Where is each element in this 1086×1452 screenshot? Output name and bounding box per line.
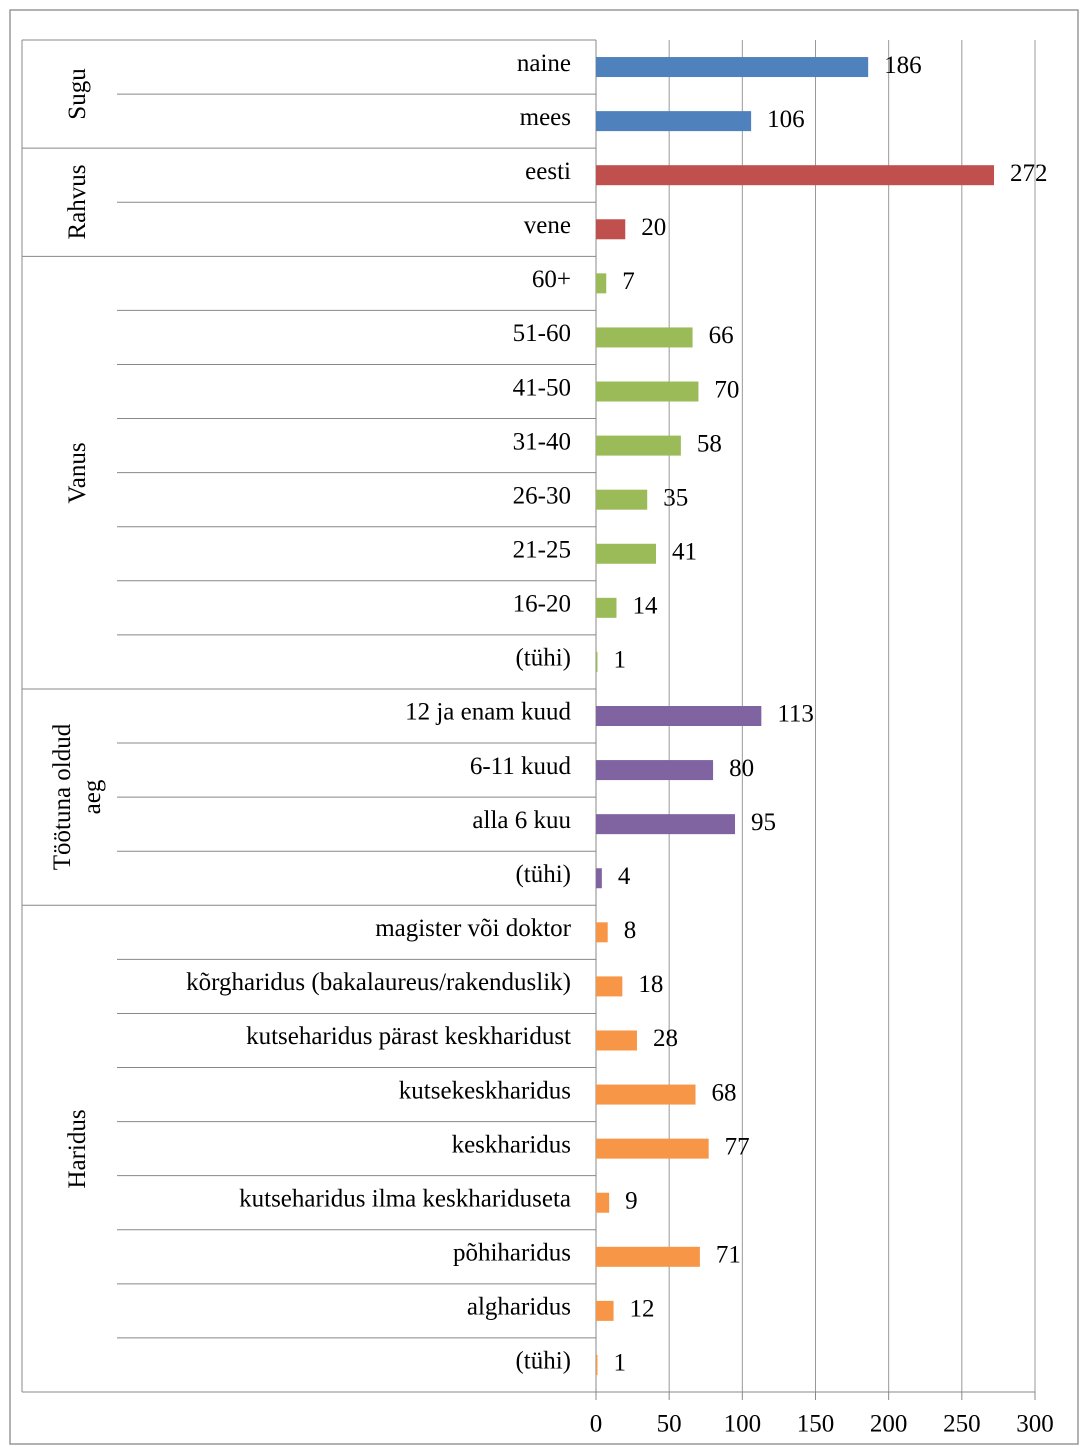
value-label: 113	[777, 701, 814, 728]
group-label: Haridus	[63, 1109, 91, 1189]
value-label: 71	[716, 1242, 741, 1269]
group-label: Rahvus	[63, 164, 91, 240]
bar	[596, 1354, 598, 1375]
value-label: 35	[663, 484, 688, 511]
category-label: 16-20	[513, 591, 571, 618]
bar	[596, 219, 626, 240]
bar	[596, 111, 752, 132]
group-label: Töötuna oldud aeg	[48, 723, 106, 871]
category-label: kutseharidus pärast keskharidust	[246, 1023, 571, 1050]
category-label: 12 ja enam kuud	[405, 699, 571, 726]
category-label: 41-50	[513, 374, 571, 401]
value-label: 66	[709, 322, 734, 349]
x-tick-label: 0	[590, 1411, 603, 1438]
category-label: naine	[517, 50, 571, 77]
value-label: 106	[767, 106, 805, 133]
bar	[596, 976, 623, 997]
value-label: 18	[638, 971, 663, 998]
bar	[596, 489, 648, 510]
value-label: 12	[630, 1296, 655, 1323]
category-label: 60+	[532, 266, 571, 293]
category-label: 51-60	[513, 320, 571, 347]
bar	[596, 651, 598, 672]
category-label: 6-11 kuud	[470, 753, 572, 780]
bar	[596, 543, 656, 564]
value-label: 28	[653, 1025, 678, 1052]
value-label: 4	[618, 863, 631, 890]
x-tick-label: 200	[870, 1411, 908, 1438]
value-label: 41	[672, 538, 697, 565]
value-label: 58	[697, 430, 722, 457]
bar	[596, 435, 681, 456]
x-tick-label: 250	[943, 1411, 981, 1438]
bar	[596, 1138, 709, 1159]
bar	[596, 1030, 637, 1051]
bar	[596, 597, 617, 618]
bar	[596, 706, 762, 726]
category-label: mees	[520, 104, 571, 131]
value-label: 1	[613, 647, 626, 674]
category-label: (tühi)	[515, 645, 571, 672]
bar	[596, 57, 869, 78]
value-label: 77	[725, 1133, 750, 1160]
bar	[596, 327, 693, 348]
bar	[596, 814, 736, 835]
bar	[596, 165, 995, 186]
value-label: 9	[625, 1187, 638, 1214]
value-label: 95	[751, 809, 776, 836]
x-tick-label: 300	[1016, 1411, 1054, 1438]
x-tick-label: 150	[797, 1411, 835, 1438]
category-label: (tühi)	[515, 861, 571, 888]
bar	[596, 868, 602, 889]
category-label: algharidus	[467, 1294, 571, 1321]
category-label: (tühi)	[515, 1348, 571, 1375]
value-label: 272	[1010, 160, 1047, 187]
category-label: 26-30	[513, 482, 571, 509]
group-label: Vanus	[63, 442, 91, 504]
value-label: 1	[613, 1350, 626, 1377]
value-label: 8	[624, 917, 637, 944]
category-label: põhiharidus	[453, 1240, 571, 1267]
value-label: 70	[714, 376, 739, 403]
bar	[596, 1084, 696, 1105]
value-label: 20	[641, 214, 666, 241]
category-label: 21-25	[513, 536, 571, 563]
value-label: 7	[622, 268, 635, 295]
category-label: alla 6 kuu	[472, 807, 571, 834]
category-label: magister või doktor	[375, 915, 571, 942]
category-label: kõrgharidus (bakalaureus/rakenduslik)	[186, 969, 571, 996]
category-label: vene	[524, 212, 571, 239]
value-label: 80	[729, 755, 754, 782]
category-label: eesti	[525, 158, 571, 185]
category-label: keskharidus	[452, 1131, 571, 1158]
x-tick-label: 50	[657, 1411, 682, 1438]
category-label: 31-40	[513, 428, 571, 455]
bar	[596, 922, 608, 943]
category-label: kutsekeskharidus	[399, 1077, 571, 1104]
bar	[596, 1192, 610, 1213]
bar	[596, 1246, 700, 1267]
bar	[596, 273, 607, 294]
frame	[9, 9, 1079, 1445]
value-label: 68	[712, 1079, 737, 1106]
x-tick-label: 100	[724, 1411, 762, 1438]
category-label: kutseharidus ilma keskhariduseta	[239, 1185, 571, 1212]
value-label: 14	[632, 593, 658, 620]
bar	[596, 1300, 614, 1321]
value-label: 186	[884, 52, 922, 79]
bar	[596, 381, 699, 402]
bar	[596, 760, 714, 781]
